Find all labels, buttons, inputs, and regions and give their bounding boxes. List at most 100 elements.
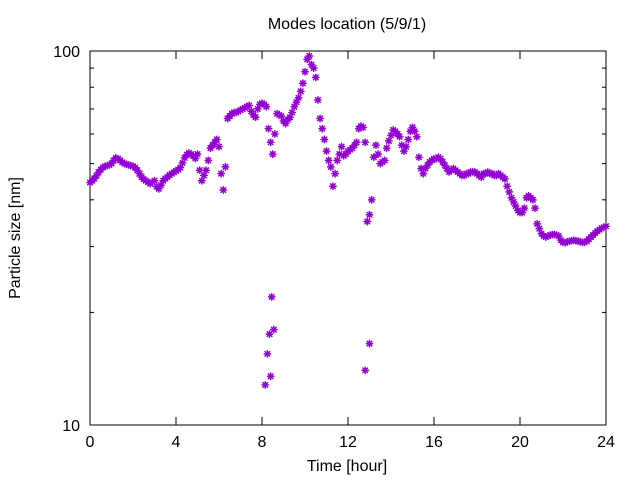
data-point [197, 176, 206, 185]
data-point [402, 142, 410, 151]
y-tick-label: 10 [62, 418, 80, 435]
data-point [408, 123, 417, 132]
data-point [477, 173, 486, 182]
chart-title: Modes location (5/9/1) [268, 16, 426, 33]
data-point [133, 166, 142, 175]
x-tick-label: 24 [597, 434, 615, 451]
data-point [384, 136, 393, 145]
data-point [324, 156, 333, 165]
data-point [535, 224, 544, 233]
x-tick-label: 4 [172, 434, 181, 451]
data-point [528, 195, 537, 204]
data-point [262, 102, 271, 111]
data-point [150, 176, 159, 185]
x-tick-label: 20 [511, 434, 529, 451]
data-point [263, 349, 272, 358]
y-axis-label: Particle size [nm] [7, 177, 24, 299]
data-point [200, 171, 208, 180]
data-point [294, 93, 303, 102]
x-tick-label: 0 [86, 434, 95, 451]
data-point [507, 193, 516, 202]
data-point [217, 169, 226, 178]
data-point [520, 204, 529, 213]
data-point [204, 156, 213, 165]
data-point [372, 141, 380, 150]
data-point [382, 144, 391, 153]
data-point [541, 233, 550, 242]
data-point [157, 181, 165, 190]
data-point [176, 163, 185, 172]
data-point [509, 197, 518, 206]
data-point [511, 202, 520, 210]
data-point [221, 162, 230, 171]
data-point [442, 164, 451, 173]
data-point [154, 184, 163, 193]
data-point [277, 112, 286, 120]
data-point [261, 380, 270, 389]
data-point [361, 366, 370, 375]
data-point [363, 217, 372, 226]
data-point [436, 154, 445, 163]
data-point [387, 131, 395, 140]
data-point [417, 164, 426, 173]
data-point [292, 98, 301, 107]
data-point [253, 104, 262, 113]
data-point [337, 142, 346, 151]
data-point [412, 132, 421, 141]
data-point [380, 156, 389, 165]
data-point [180, 153, 189, 162]
data-point [193, 150, 202, 159]
data-point [268, 150, 277, 159]
y-axis: 10 100 [53, 44, 606, 435]
data-point [406, 127, 415, 136]
data-point [286, 113, 294, 122]
data-point [266, 372, 275, 381]
data-point [178, 158, 187, 167]
data-point [266, 138, 275, 147]
data-point [215, 142, 223, 151]
data-point [399, 147, 408, 156]
data-point [313, 95, 322, 104]
data-point [92, 171, 101, 180]
data-point [415, 153, 423, 162]
data-point [303, 55, 312, 64]
data-point [264, 124, 273, 133]
data-point [320, 135, 329, 144]
data-point [602, 222, 610, 231]
y-tick-label: 100 [53, 44, 80, 61]
data-point [410, 127, 419, 136]
data-point [288, 108, 297, 117]
data-point [554, 232, 563, 241]
data-point [329, 182, 337, 191]
data-point [421, 164, 430, 173]
data-point [438, 158, 447, 166]
data-point [503, 182, 512, 191]
data-point [322, 147, 331, 156]
data-series [86, 51, 610, 389]
data-point [367, 195, 376, 204]
data-point [333, 156, 342, 165]
data-point [374, 150, 383, 159]
data-point [518, 208, 527, 217]
data-point [191, 154, 200, 163]
data-point [326, 162, 335, 171]
data-point [212, 135, 221, 144]
data-point [307, 60, 316, 69]
data-point [245, 101, 254, 110]
data-point [311, 73, 320, 82]
data-point [265, 330, 274, 339]
data-point [298, 79, 307, 88]
data-point [597, 224, 606, 233]
x-tick-label: 16 [425, 434, 443, 451]
data-point [501, 174, 509, 183]
data-point [599, 223, 608, 232]
x-axis-label: Time [hour] [307, 458, 387, 475]
data-point [296, 87, 305, 96]
x-tick-label: 12 [339, 434, 357, 451]
data-point [419, 169, 428, 178]
data-point [309, 64, 318, 73]
data-point [395, 132, 404, 141]
data-point [281, 119, 290, 128]
data-point [361, 138, 370, 147]
